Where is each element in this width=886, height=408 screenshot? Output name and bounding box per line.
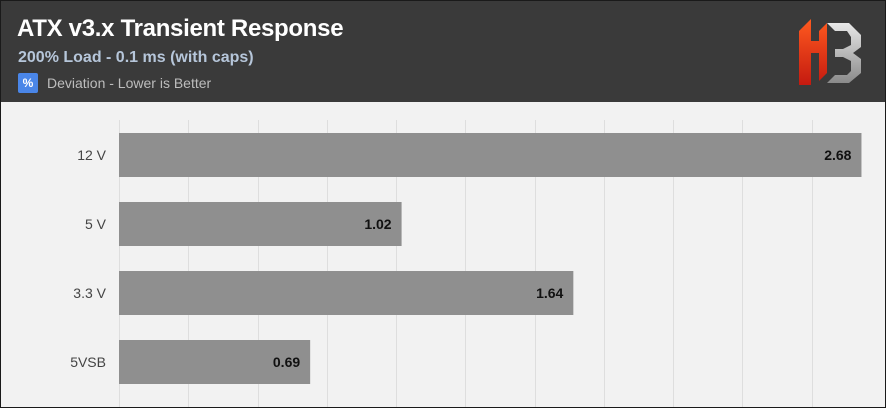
- category-label: 3.3 V: [73, 285, 106, 301]
- data-label: 1.02: [364, 216, 391, 232]
- bar-chart: 12 V 2.68 5 V 1.02 3.3 V 1.64 5VSB 0.69: [1, 102, 885, 407]
- chart-plot-area: 12 V 2.68 5 V 1.02 3.3 V 1.64 5VSB 0.69: [70, 120, 862, 407]
- chart-title: ATX v3.x Transient Response: [17, 15, 344, 42]
- bar: [119, 340, 311, 384]
- category-label: 5VSB: [70, 354, 106, 370]
- data-label: 1.64: [536, 285, 563, 301]
- hwbusters-logo-icon: [799, 19, 861, 85]
- bar: [119, 202, 402, 246]
- category-label: 5 V: [85, 216, 107, 232]
- legend: % Deviation - Lower is Better: [18, 73, 211, 93]
- legend-label: Deviation - Lower is Better: [47, 75, 212, 91]
- chart-subtitle: 200% Load - 0.1 ms (with caps): [18, 49, 254, 66]
- data-label: 0.69: [273, 354, 300, 370]
- chart-header: ATX v3.x Transient Response 200% Load - …: [1, 1, 885, 102]
- bar: [119, 271, 574, 315]
- bar: [119, 133, 862, 177]
- category-label: 12 V: [77, 147, 106, 163]
- percent-icon: %: [18, 73, 38, 93]
- data-label: 2.68: [824, 147, 851, 163]
